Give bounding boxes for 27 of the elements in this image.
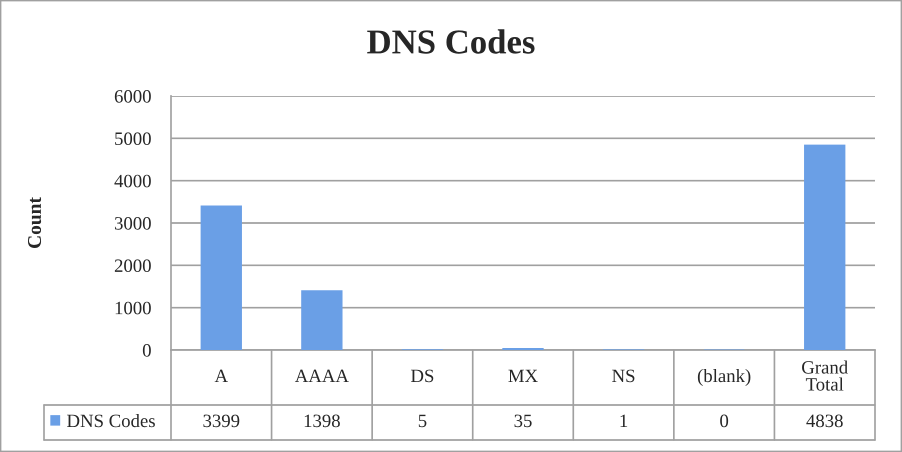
x-tick-label: DS (410, 370, 434, 382)
legend-label: DNS Codes (67, 414, 155, 428)
y-tick-label: 6000 (114, 90, 151, 103)
x-tick-label: (blank) (698, 369, 750, 386)
y-tick-label: 0 (142, 344, 151, 357)
data-label: 4838 (806, 414, 843, 428)
chart-title: DNS Codes (367, 29, 535, 54)
x-tick-label: MX (508, 370, 538, 382)
data-label: 35 (514, 414, 532, 428)
bar (200, 206, 242, 350)
bar (804, 144, 846, 350)
data-label: 0 (720, 414, 728, 428)
x-tick-label: A (214, 370, 228, 382)
data-label: 1 (620, 414, 628, 428)
bar (301, 290, 343, 350)
x-tick-label: AAAA (294, 370, 349, 382)
x-tick-label: NS (612, 370, 634, 382)
x-tick-label: Grand Total (802, 360, 848, 391)
y-tick-label: 5000 (115, 132, 151, 146)
data-label: 5 (418, 414, 426, 428)
y-tick-label: 4000 (114, 174, 151, 188)
y-axis-title: Count (28, 197, 42, 248)
data-label: 3399 (203, 414, 240, 428)
y-tick-label: 2000 (114, 259, 151, 272)
y-tick-label: 3000 (114, 217, 151, 230)
y-tick-label: 1000 (116, 302, 151, 314)
data-label: 1398 (304, 414, 340, 428)
